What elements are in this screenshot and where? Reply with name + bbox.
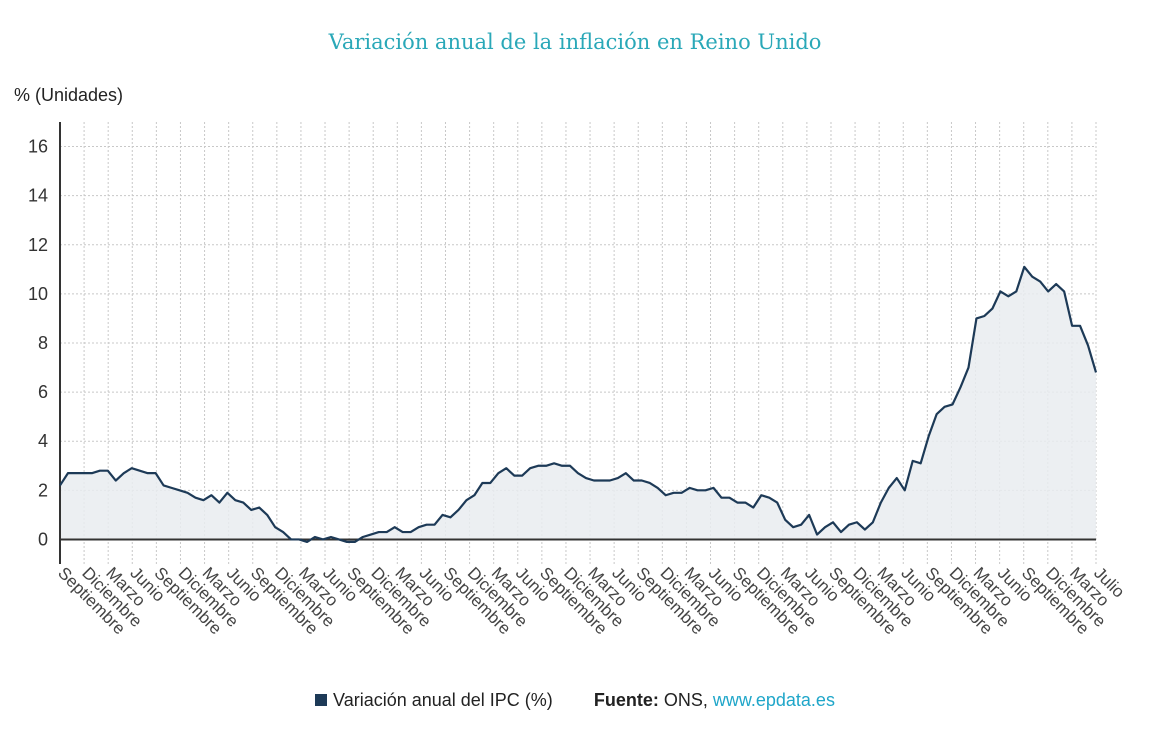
legend-series-label: Variación anual del IPC (%) <box>333 690 553 710</box>
chart-title: Variación anual de la inflación en Reino… <box>328 30 822 54</box>
y-tick-label: 10 <box>28 284 48 304</box>
legend-swatch <box>315 694 328 706</box>
y-tick-label: 12 <box>28 235 48 255</box>
y-tick-label: 4 <box>38 431 48 451</box>
y-tick-label: 8 <box>38 333 48 353</box>
y-tick-label: 2 <box>38 480 48 500</box>
source-note: Fuente: ONS, www.epdata.es <box>594 690 835 710</box>
x-tick-labels: SeptiembreDiciembreMarzoJunioSeptiembreD… <box>54 563 1128 638</box>
y-tick-label: 6 <box>38 382 48 402</box>
source-site-link[interactable]: www.epdata.es <box>712 690 835 710</box>
series-line <box>59 265 1098 543</box>
y-tick-labels: 0 2 4 6 8 10 12 14 16 <box>28 137 48 550</box>
y-tick-label: 0 <box>38 529 48 549</box>
y-tick-label: 16 <box>28 137 48 157</box>
series-area <box>60 266 1096 542</box>
source-label: Fuente: <box>593 690 659 710</box>
source-value: ONS, <box>663 690 708 710</box>
y-axis-label: % (Unidades) <box>14 85 124 105</box>
y-tick-label: 14 <box>28 186 48 206</box>
legend: Variación anual del IPC (%) Fuente: ONS,… <box>0 690 1150 711</box>
